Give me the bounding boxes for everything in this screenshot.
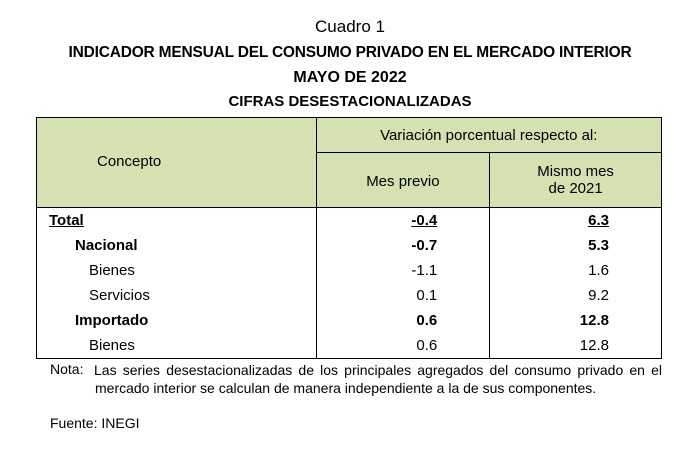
note: Las series desestacionalizadas de los pr…: [94, 362, 662, 396]
cell: 12.8: [489, 333, 662, 359]
note-label: Nota:: [50, 361, 84, 377]
column-header: Mes previo: [315, 152, 491, 208]
cell: 5.3: [489, 233, 662, 258]
data-table: Concepto Variación porcentual respecto a…: [36, 117, 663, 359]
subtitle: CIFRAS DESESTACIONALIZADAS: [228, 93, 472, 110]
column-header: Mismo mes de 2021: [489, 152, 662, 208]
source: Fuente: INEGI: [50, 415, 140, 431]
cell: 12.8: [489, 308, 662, 333]
cell: -0.7: [315, 233, 491, 258]
cell: 1.6: [489, 258, 662, 283]
row-label: Total: [49, 212, 84, 229]
cell: 9.2: [489, 283, 662, 308]
table-label: Cuadro 1: [315, 17, 385, 36]
column-header-text: Mismo mes de 2021: [537, 163, 614, 197]
cell: 6.3: [588, 212, 609, 229]
title: INDICADOR MENSUAL DEL CONSUMO PRIVADO EN…: [68, 44, 632, 61]
cell: -1.1: [315, 258, 491, 283]
row-label: Bienes: [36, 333, 317, 359]
row-label: Servicios: [36, 283, 317, 308]
column-header: Concepto: [36, 117, 317, 208]
row-label: Bienes: [36, 258, 317, 283]
cell: 0.6: [315, 333, 491, 359]
cell: 0.1: [315, 283, 491, 308]
column-group-header: Variación porcentual respecto al:: [315, 117, 663, 153]
row-label: Importado: [36, 308, 317, 333]
period: MAYO DE 2022: [293, 69, 407, 86]
cell: -0.4: [411, 212, 438, 229]
row-label: Nacional: [36, 233, 317, 258]
cell: 0.6: [315, 308, 491, 333]
